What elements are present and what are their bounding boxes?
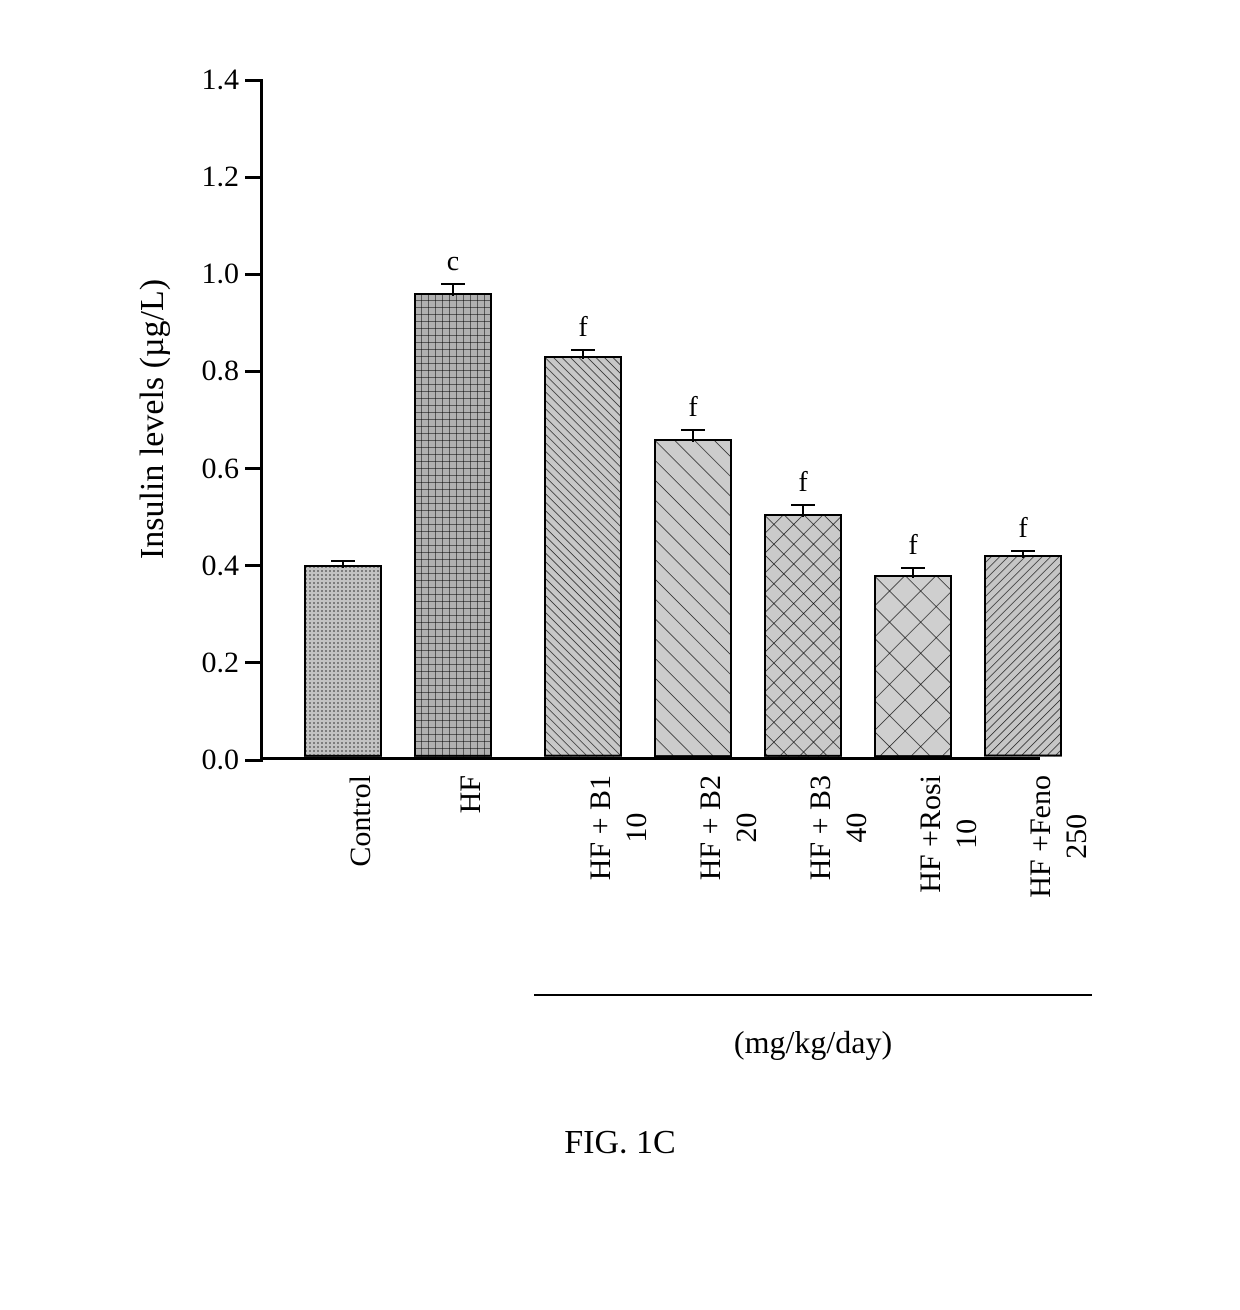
- error-cap: [441, 283, 465, 285]
- dose-group-underline: [534, 994, 1092, 996]
- bar-hf-b3: [764, 514, 842, 757]
- x-tick-label-hf-b2: HF + B220: [693, 775, 765, 880]
- y-tick: [245, 370, 263, 373]
- bar-hf-rosi: [874, 575, 952, 757]
- error-bar: [342, 561, 344, 568]
- error-cap: [1011, 550, 1035, 552]
- y-axis-title: Insulin levels (µg/L): [134, 278, 172, 558]
- error-cap: [681, 429, 705, 431]
- insulin-bar-chart: Insulin levels (µg/L) 0.0 0.2 0.4 0.6 0.8 1.0…: [110, 60, 1110, 1060]
- error-cap: [901, 567, 925, 569]
- error-bar: [912, 568, 914, 578]
- error-bar: [802, 505, 804, 517]
- y-tick-label: 0.0: [202, 743, 240, 777]
- error-bar: [692, 430, 694, 442]
- y-tick-label: 0.6: [202, 452, 240, 486]
- significance-label: f: [908, 530, 917, 562]
- y-tick: [245, 79, 263, 82]
- y-tick-label: 0.8: [202, 354, 240, 388]
- significance-label: c: [447, 246, 459, 278]
- x-tick-label-hf-b3: HF + B340: [803, 775, 875, 880]
- significance-label: f: [798, 467, 807, 499]
- x-tick-label-hf-b1: HF + B110: [583, 775, 655, 880]
- significance-label: f: [1018, 513, 1027, 545]
- bar-hf-b2: [654, 439, 732, 757]
- y-tick-label: 1.0: [202, 257, 240, 291]
- error-cap: [791, 504, 815, 506]
- error-cap: [331, 560, 355, 562]
- error-bar: [1022, 551, 1024, 558]
- y-tick: [245, 661, 263, 664]
- x-tick-label-hf-feno: HF +Feno250: [1023, 775, 1095, 898]
- x-tick-label-control: Control: [343, 775, 379, 867]
- bar-hf-b1: [544, 356, 622, 757]
- bar-hf: [414, 293, 492, 757]
- error-cap: [571, 349, 595, 351]
- x-tick-label-hf-rosi: HF +Rosi10: [913, 775, 985, 893]
- y-tick: [245, 564, 263, 567]
- y-tick: [245, 273, 263, 276]
- y-tick: [245, 176, 263, 179]
- x-axis-group-label: (mg/kg/day): [734, 1024, 892, 1061]
- x-tick-label-hf: HF: [453, 775, 489, 813]
- plot-area: Insulin levels (µg/L) 0.00.20.40.60.81.0…: [260, 80, 1040, 760]
- y-tick: [245, 759, 263, 762]
- error-bar: [582, 350, 584, 360]
- y-tick-label: 1.2: [202, 160, 240, 194]
- y-tick: [245, 467, 263, 470]
- figure-caption: FIG. 1C: [564, 1124, 675, 1162]
- significance-label: f: [688, 392, 697, 424]
- y-tick-label: 1.4: [202, 63, 240, 97]
- bar-hf-feno: [984, 555, 1062, 757]
- error-bar: [452, 284, 454, 296]
- bar-control: [304, 565, 382, 757]
- significance-label: f: [578, 312, 587, 344]
- y-tick-label: 0.4: [202, 549, 240, 583]
- y-tick-label: 0.2: [202, 646, 240, 680]
